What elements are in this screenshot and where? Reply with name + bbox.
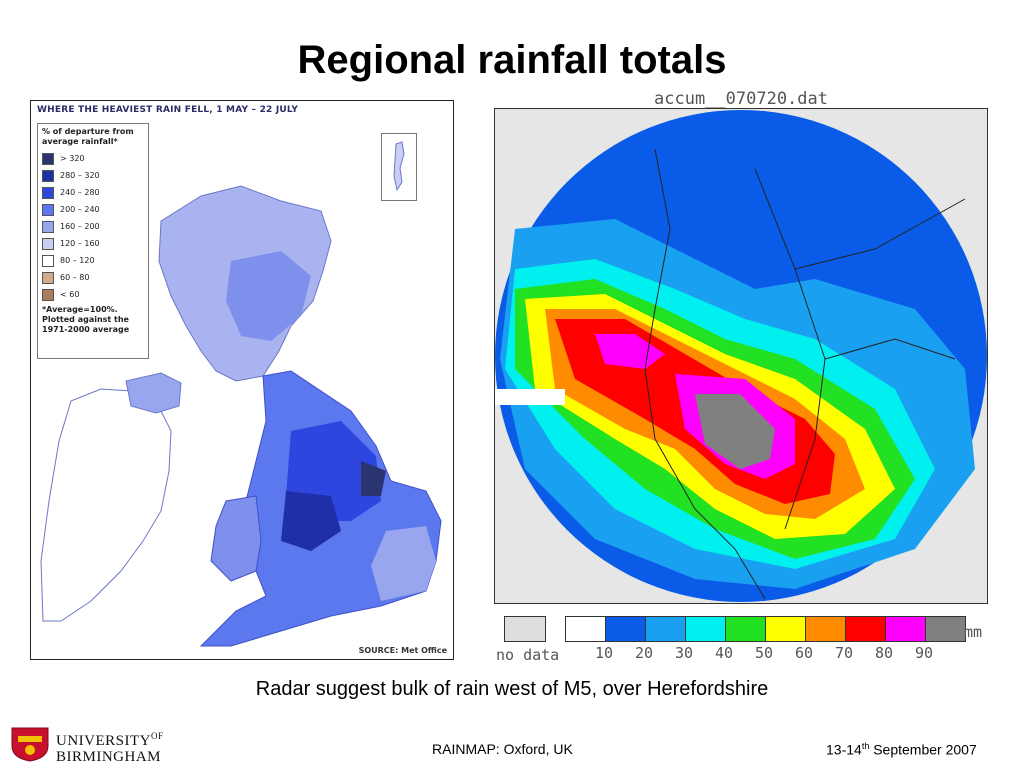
map-title: WHERE THE HEAVIEST RAIN FELL, 1 MAY – 22… <box>37 105 299 115</box>
legend-label: 200 – 240 <box>60 205 100 214</box>
university-name: UNIVERSITYOF BIRMINGHAM <box>56 728 164 765</box>
colorbar-tick-label: 30 <box>675 644 694 662</box>
legend-item: < 60 <box>38 286 148 303</box>
colorbar-cell <box>846 617 886 641</box>
legend-swatch <box>42 220 54 233</box>
colorbar-cell <box>766 617 806 641</box>
legend-label: > 320 <box>60 154 85 163</box>
university-line1: UNIVERSITY <box>56 733 151 749</box>
colorbar-tick-label: 10 <box>595 644 614 662</box>
legend-label: 280 – 320 <box>60 171 100 180</box>
colorbar-cell <box>806 617 846 641</box>
legend-label: 120 – 160 <box>60 239 100 248</box>
colorbar-cell <box>686 617 726 641</box>
legend-swatch <box>42 237 54 250</box>
legend-item: 200 – 240 <box>38 201 148 218</box>
legend-swatch <box>42 169 54 182</box>
shetland-inset <box>381 133 417 201</box>
colorbar-tick-label: 70 <box>835 644 854 662</box>
legend-item: > 320 <box>38 150 148 167</box>
legend-footnote-3: 1971-2000 average <box>42 325 130 334</box>
slide-title: Regional rainfall totals <box>297 38 727 82</box>
legend-swatch <box>42 288 54 301</box>
footer-date-sup: th <box>861 741 870 751</box>
colorbar-cell <box>606 617 646 641</box>
colorbar-tick-label: 40 <box>715 644 734 662</box>
legend-item: 120 – 160 <box>38 235 148 252</box>
legend-swatch <box>42 271 54 284</box>
radar-graphic <box>495 109 987 603</box>
map-source: SOURCE: Met Office <box>358 646 447 655</box>
colorbar-tick-label: 80 <box>875 644 894 662</box>
legend-item: 280 – 320 <box>38 167 148 184</box>
footer-date: 13-14th September 2007 <box>826 741 977 758</box>
radar-file-label: accum__070720.dat <box>654 89 828 109</box>
colorbar-tick-label: 20 <box>635 644 654 662</box>
legend-item: 80 – 120 <box>38 252 148 269</box>
radar-colorbar <box>565 616 966 642</box>
colorbar-tick-label: 50 <box>755 644 774 662</box>
legend-swatch <box>42 152 54 165</box>
legend-label: 160 – 200 <box>60 222 100 231</box>
legend-label: 60 – 80 <box>60 273 90 282</box>
legend-swatch <box>42 203 54 216</box>
legend-footnote-2: Plotted against the <box>42 315 129 324</box>
colorbar-tick-label: 60 <box>795 644 814 662</box>
nodata-swatch <box>504 616 546 642</box>
colorbar-tick-label: 90 <box>915 644 934 662</box>
legend-item: 60 – 80 <box>38 269 148 286</box>
colorbar-unit: mm <box>964 623 983 641</box>
legend-footnote-1: *Average=100%. <box>42 305 118 314</box>
footer-event: RAINMAP: Oxford, UK <box>432 741 573 757</box>
university-line1-sup: OF <box>151 731 164 741</box>
legend-item: 160 – 200 <box>38 218 148 235</box>
university-line2: BIRMINGHAM <box>56 749 162 765</box>
uk-map-graphic <box>40 185 442 647</box>
legend-title-line1: % of departure from <box>42 127 134 136</box>
nodata-label: no data <box>496 646 560 664</box>
map-legend: % of departure from average rainfall* > … <box>37 123 149 359</box>
colorbar-cell <box>886 617 926 641</box>
footer-date-post: September 2007 <box>869 741 977 758</box>
uk-rainfall-map: WHERE THE HEAVIEST RAIN FELL, 1 MAY – 22… <box>30 100 454 660</box>
university-crest-icon <box>11 727 49 762</box>
legend-label: < 60 <box>60 290 80 299</box>
legend-item: 240 – 280 <box>38 184 148 201</box>
legend-swatch <box>42 186 54 199</box>
colorbar-cell <box>726 617 766 641</box>
footer-date-pre: 13-14 <box>826 741 862 758</box>
radar-accumulation-map <box>494 108 988 604</box>
colorbar-cell <box>566 617 606 641</box>
slide-caption: Radar suggest bulk of rain west of M5, o… <box>255 678 769 700</box>
legend-swatch <box>42 254 54 267</box>
colorbar-cell <box>646 617 686 641</box>
legend-label: 80 – 120 <box>60 256 95 265</box>
colorbar-cell <box>926 617 965 641</box>
legend-label: 240 – 280 <box>60 188 100 197</box>
legend-title-line2: average rainfall* <box>42 137 118 146</box>
